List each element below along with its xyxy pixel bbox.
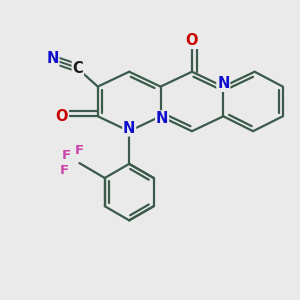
Text: N: N xyxy=(46,51,59,66)
Text: N: N xyxy=(156,111,168,126)
Text: N: N xyxy=(123,121,135,136)
Text: F: F xyxy=(61,149,71,162)
Text: O: O xyxy=(56,109,68,124)
Text: F: F xyxy=(60,164,69,177)
Text: N: N xyxy=(217,76,230,91)
Text: O: O xyxy=(186,33,198,48)
Text: C: C xyxy=(73,61,83,76)
Text: F: F xyxy=(75,144,84,157)
